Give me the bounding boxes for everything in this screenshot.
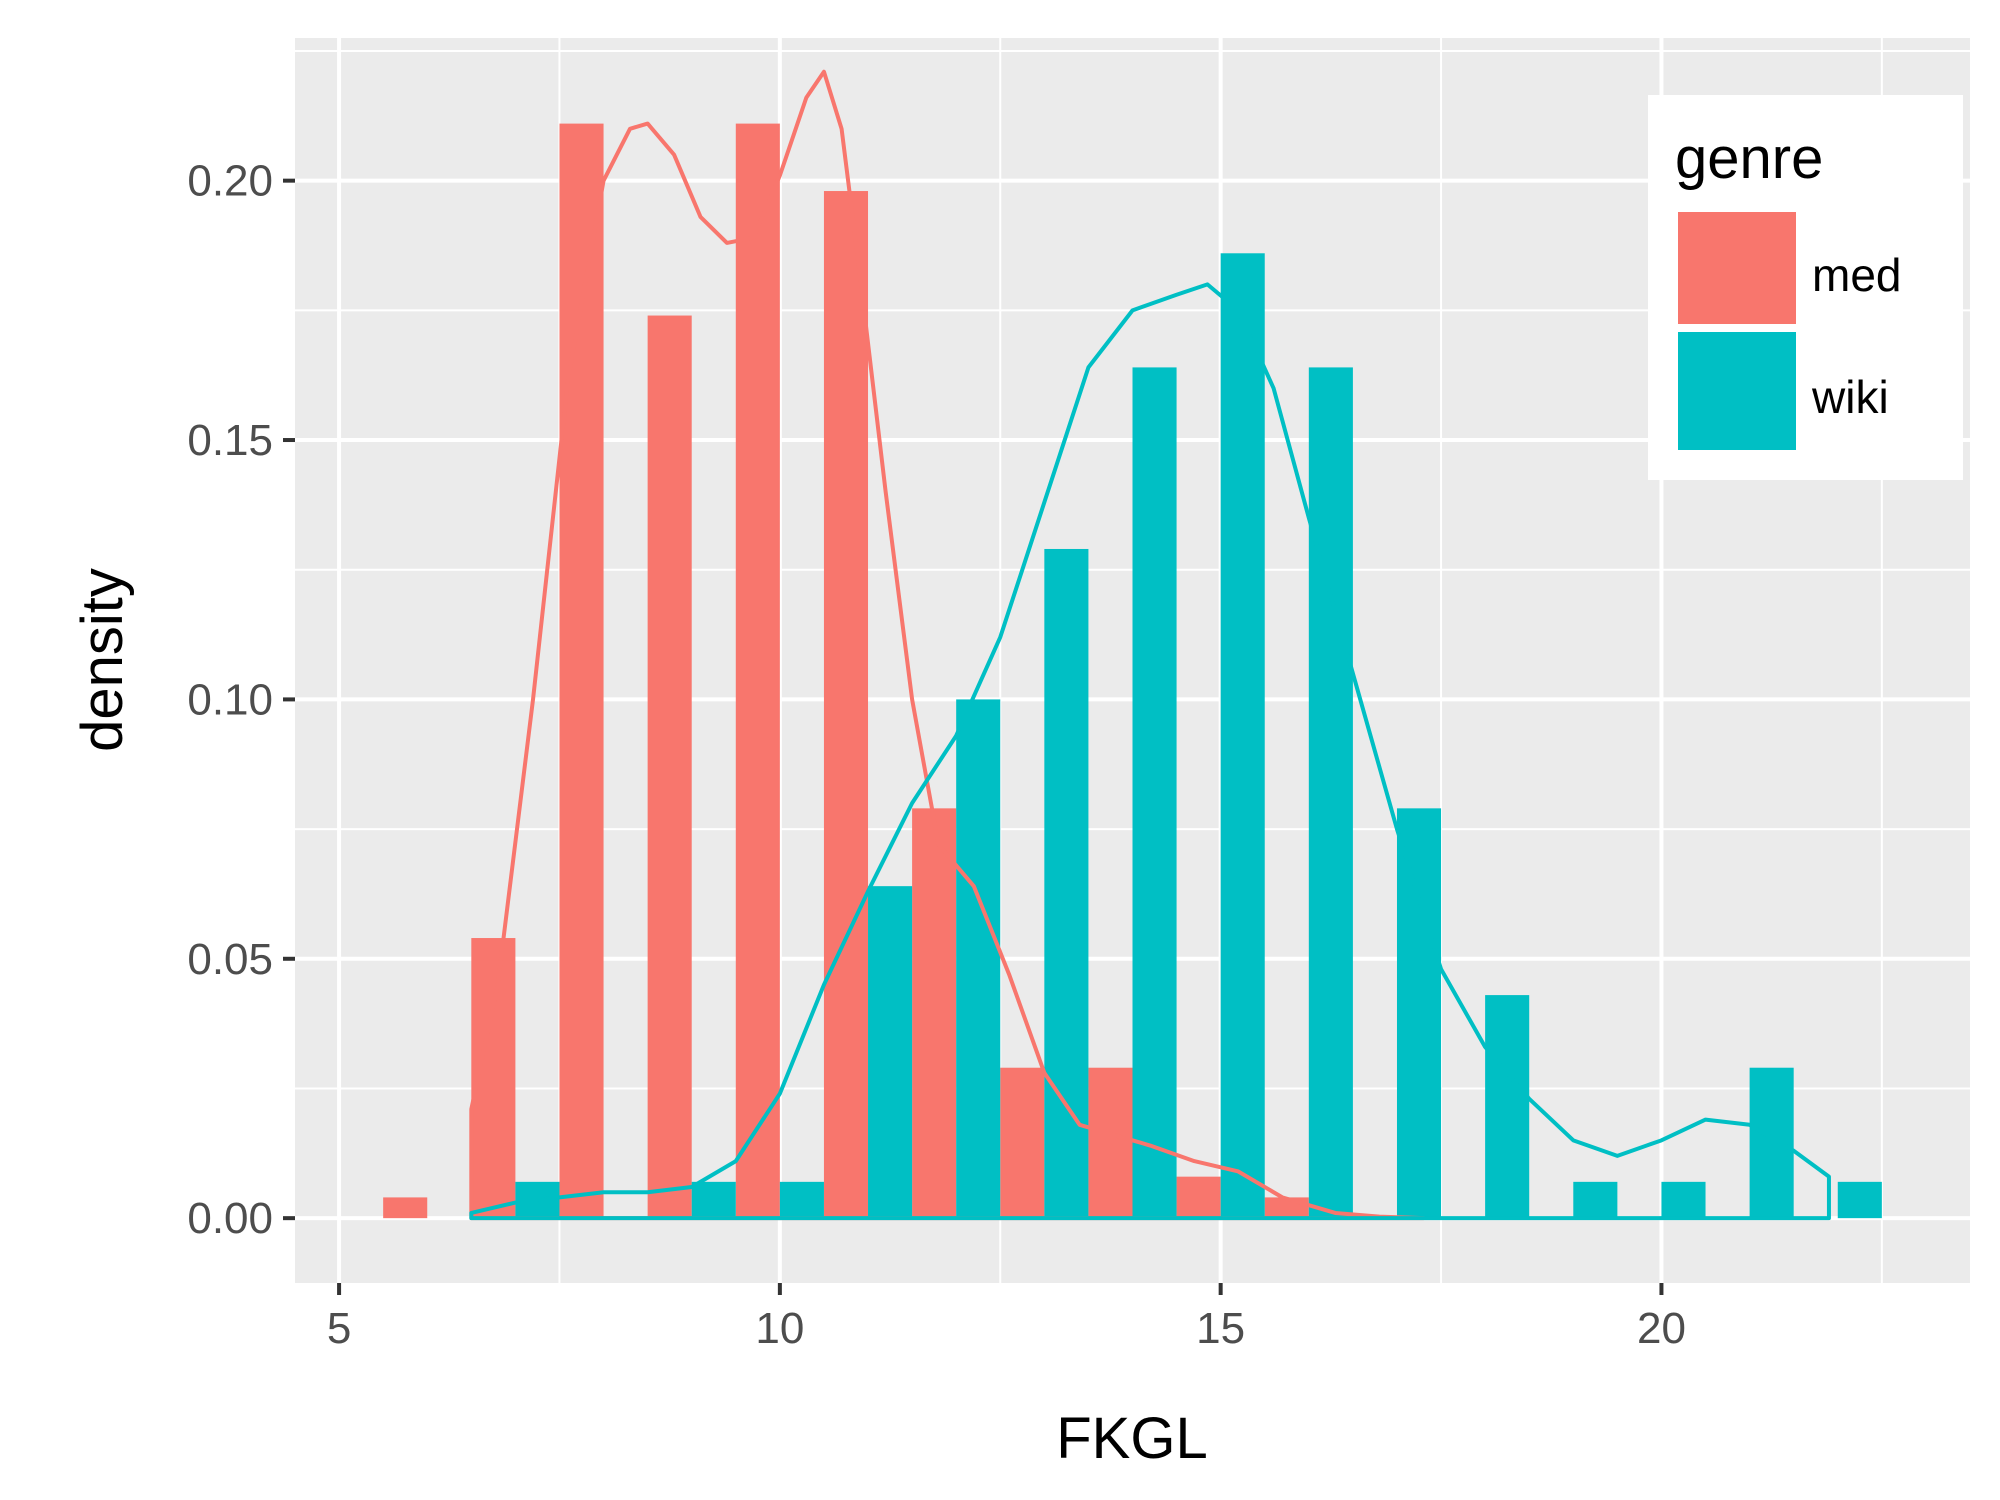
bar-med [647,315,692,1219]
x-tick-label: 15 [1196,1304,1245,1353]
bar-med [912,808,957,1219]
legend-title: genre [1675,126,1823,191]
bar-med [823,191,869,1219]
y-axis-title: density [70,568,135,752]
bar-med [383,1197,428,1219]
bar-wiki [1396,808,1442,1219]
bar-wiki [779,1181,824,1219]
y-tick-label: 0.20 [187,157,273,206]
bar-wiki [1661,1181,1706,1219]
legend-swatch-med [1678,212,1796,324]
y-tick-label: 0.15 [187,416,273,465]
bar-med [1176,1176,1221,1219]
bar-wiki [1044,548,1089,1219]
bar-wiki [1485,995,1530,1219]
bar-med [1000,1067,1045,1219]
bar-wiki [691,1181,736,1219]
x-tick-label: 5 [327,1304,351,1353]
bar-wiki [1308,367,1353,1219]
bar-wiki [1573,1181,1618,1219]
legend-swatch-wiki [1678,332,1796,450]
density-curves [469,69,1831,1221]
x-tick-label: 10 [755,1304,804,1353]
bar-med [559,123,604,1219]
density-curve-wiki [469,282,1831,1221]
bar-wiki [1132,367,1177,1219]
bar-med [735,123,780,1219]
histogram-bars [383,123,1882,1219]
y-tick-label: 0.10 [187,675,273,724]
axes: 5 10 15 20 0.00 0.05 0.10 0.15 0.20 [187,157,1686,1353]
bar-wiki [1837,1181,1882,1219]
bar-med [1088,1067,1133,1219]
bar-wiki [1220,253,1265,1219]
bar-wiki [868,886,913,1219]
x-tick-label: 20 [1637,1304,1686,1353]
y-tick-label: 0.05 [187,935,273,984]
bar-wiki [1749,1067,1794,1219]
bar-wiki [956,699,1001,1219]
density-curve-med [469,69,1426,1221]
legend-label-wiki: wiki [1811,371,1889,423]
legend: genre med wiki [1648,95,1963,480]
legend-label-med: med [1812,249,1901,301]
x-axis-title: FKGL [1056,1406,1208,1471]
y-tick-label: 0.00 [187,1194,273,1243]
